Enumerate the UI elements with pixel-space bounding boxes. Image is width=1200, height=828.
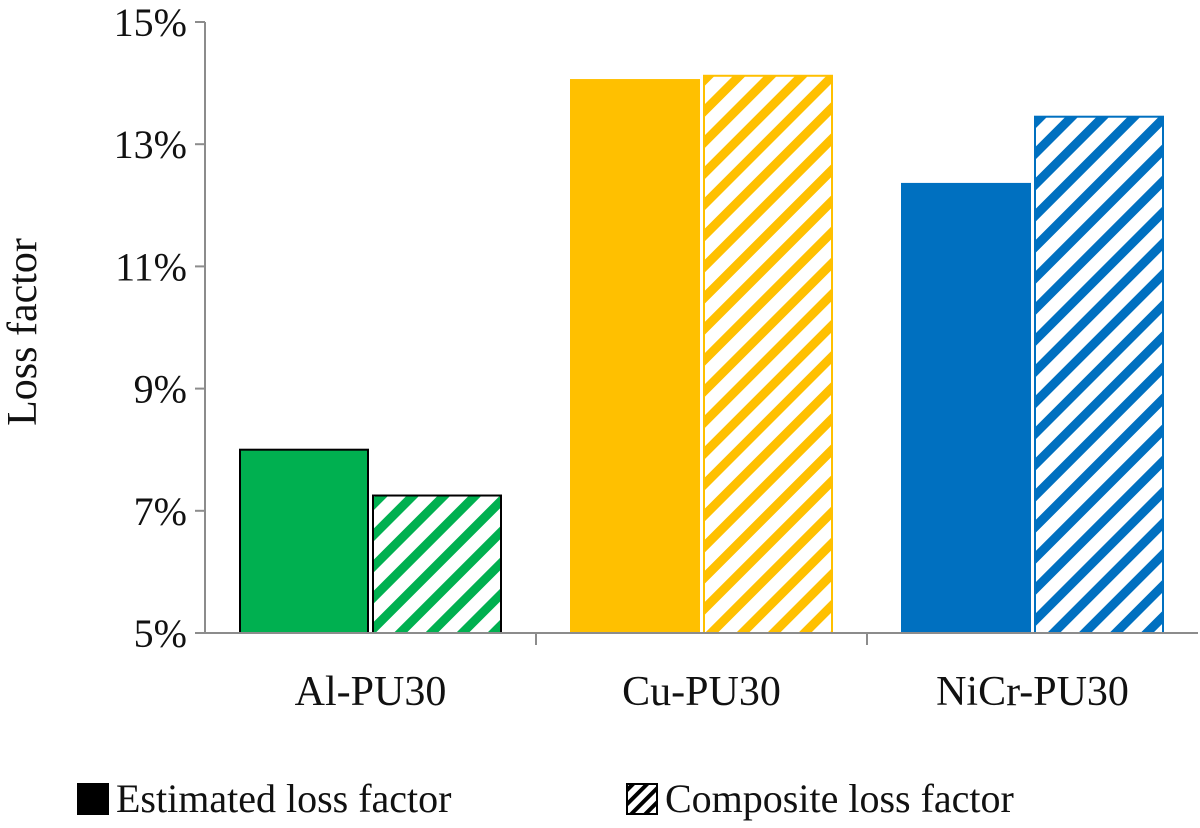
y-ticks: 5% 7% 9% 11% 13% 15% (114, 0, 205, 656)
legend-swatch-composite (626, 783, 658, 815)
legend-label: Composite loss factor (665, 776, 1014, 821)
bars-layer (239, 74, 1164, 635)
bar-nicr-pu30-composite (1034, 115, 1164, 634)
legend: Estimated loss factor Composite loss fact… (77, 776, 1014, 821)
bar-al-pu30-estimated (239, 448, 369, 635)
y-tick-label: 7% (134, 489, 187, 534)
y-tick-label: 9% (134, 367, 187, 412)
legend-label: Estimated loss factor (116, 776, 451, 821)
y-tick-label: 11% (115, 244, 187, 289)
y-axis-title: Loss factor (0, 238, 46, 426)
bar-al-pu30-composite (372, 494, 502, 634)
bar-cu-pu30-estimated (570, 79, 700, 635)
legend-swatch-estimated (77, 783, 109, 815)
x-category-label: Al-PU30 (295, 669, 447, 715)
x-category-labels: Al-PU30 Cu-PU30 NiCr-PU30 (295, 633, 1129, 715)
bar-nicr-pu30-estimated (901, 182, 1031, 634)
y-tick-label: 5% (134, 611, 187, 656)
y-tick-label: 13% (114, 122, 187, 167)
x-category-label: NiCr-PU30 (936, 669, 1129, 715)
x-category-label: Cu-PU30 (622, 669, 781, 715)
y-tick-label: 15% (114, 0, 187, 45)
bar-cu-pu30-composite (703, 74, 833, 634)
